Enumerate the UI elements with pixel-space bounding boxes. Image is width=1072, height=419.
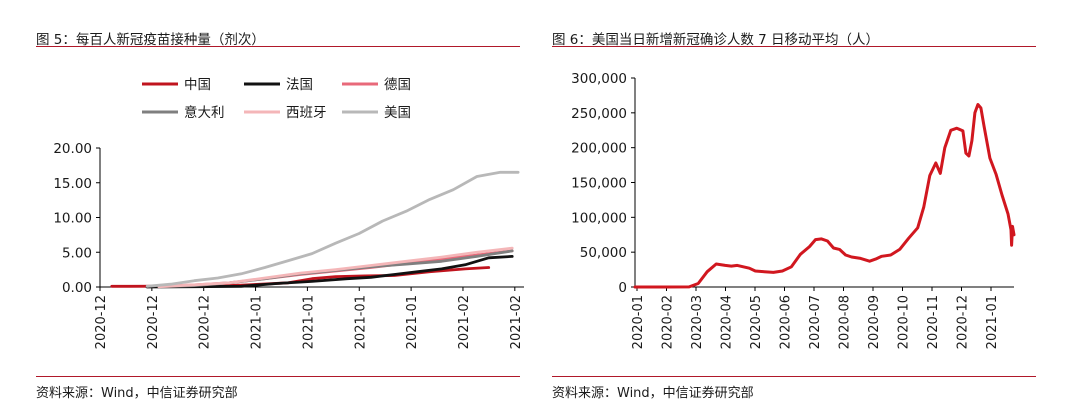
x-tick-label: 2020-06 <box>779 295 794 349</box>
y-tick-label: 250,000 <box>571 106 627 122</box>
x-tick-label: 2021-01 <box>985 295 1000 349</box>
figure-5-panel: 图 5：每百人新冠疫苗接种量（剂次） 0.00 5.00 10.00 15.00 20.… <box>36 0 524 419</box>
series-line <box>157 246 514 289</box>
x-tick-label: 2020-03 <box>690 295 705 349</box>
x-tick-label: 2020-12 <box>198 295 213 349</box>
x-tick-label: 2021-01 <box>353 295 368 349</box>
y-tick-label: 100,000 <box>571 210 627 226</box>
legend-label: 西班牙 <box>286 105 327 121</box>
x-tick-label: 2020-12 <box>146 295 161 349</box>
y-tick-label: 0.00 <box>62 280 92 296</box>
x-tick-label: 2021-01 <box>301 295 316 349</box>
figure-6-chart: 0 50,000 100,000 150,000 200,000 250,000 300,0… <box>571 71 1016 349</box>
x-tick-label: 2020-07 <box>808 295 823 349</box>
y-tick-label: 300,000 <box>571 71 627 87</box>
y-tick-label: 10.00 <box>53 211 92 227</box>
y-tick-label: 5.00 <box>62 245 92 261</box>
x-tick-label: 2021-01 <box>250 295 265 349</box>
figure-6-title: 图 6：美国当日新增新冠确诊人数 7 日移动平均（人） <box>552 32 880 48</box>
series-line <box>145 170 520 288</box>
x-tick-label: 2020-02 <box>661 295 676 349</box>
figure-6-panel: 图 6：美国当日新增新冠确诊人数 7 日移动平均（人） 0 50,000 100,0… <box>552 0 1036 419</box>
legend-label: 美国 <box>384 105 411 121</box>
x-tick-label: 2021-02 <box>509 295 524 349</box>
x-tick-label: 2020-05 <box>749 295 764 349</box>
legend-label: 中国 <box>184 77 211 93</box>
y-tick-label: 200,000 <box>571 141 627 157</box>
figure-5-source: 资料来源：Wind，中信证券研究部 <box>36 386 238 401</box>
x-tick-label: 2020-04 <box>720 295 735 349</box>
figure-6-top-rule <box>552 46 1036 47</box>
series-line <box>145 254 514 289</box>
x-tick-label: 2020-12 <box>94 295 109 349</box>
legend-label: 法国 <box>286 77 313 93</box>
legend-label: 德国 <box>384 77 411 93</box>
figure-5-top-rule <box>36 46 520 47</box>
series-line <box>633 103 1016 289</box>
y-tick-label: 20.00 <box>53 141 92 157</box>
y-tick-label: 150,000 <box>571 176 627 192</box>
figure-5-bottom-rule <box>36 376 520 377</box>
x-tick-label: 2020-09 <box>867 295 882 349</box>
x-tick-label: 2021-01 <box>405 295 420 349</box>
x-tick-label: 2020-01 <box>631 295 646 349</box>
x-tick-label: 2020-10 <box>897 295 912 349</box>
x-tick-label: 2020-11 <box>926 295 941 349</box>
y-tick-label: 0 <box>618 280 627 296</box>
figure-6-source: 资料来源：Wind，中信证券研究部 <box>552 386 754 401</box>
y-tick-label: 50,000 <box>580 245 627 261</box>
figure-5-title: 图 5：每百人新冠疫苗接种量（剂次） <box>36 32 265 48</box>
figure-5-chart: 0.00 5.00 10.00 15.00 20.00 2020-12 2020-12 202… <box>53 77 524 349</box>
x-tick-label: 2020-12 <box>956 295 971 349</box>
x-tick-label: 2020-08 <box>838 295 853 349</box>
figure-6-bottom-rule <box>552 376 1036 377</box>
legend-label: 意大利 <box>184 104 225 121</box>
x-tick-label: 2021-02 <box>457 295 472 349</box>
y-tick-label: 15.00 <box>53 176 92 192</box>
